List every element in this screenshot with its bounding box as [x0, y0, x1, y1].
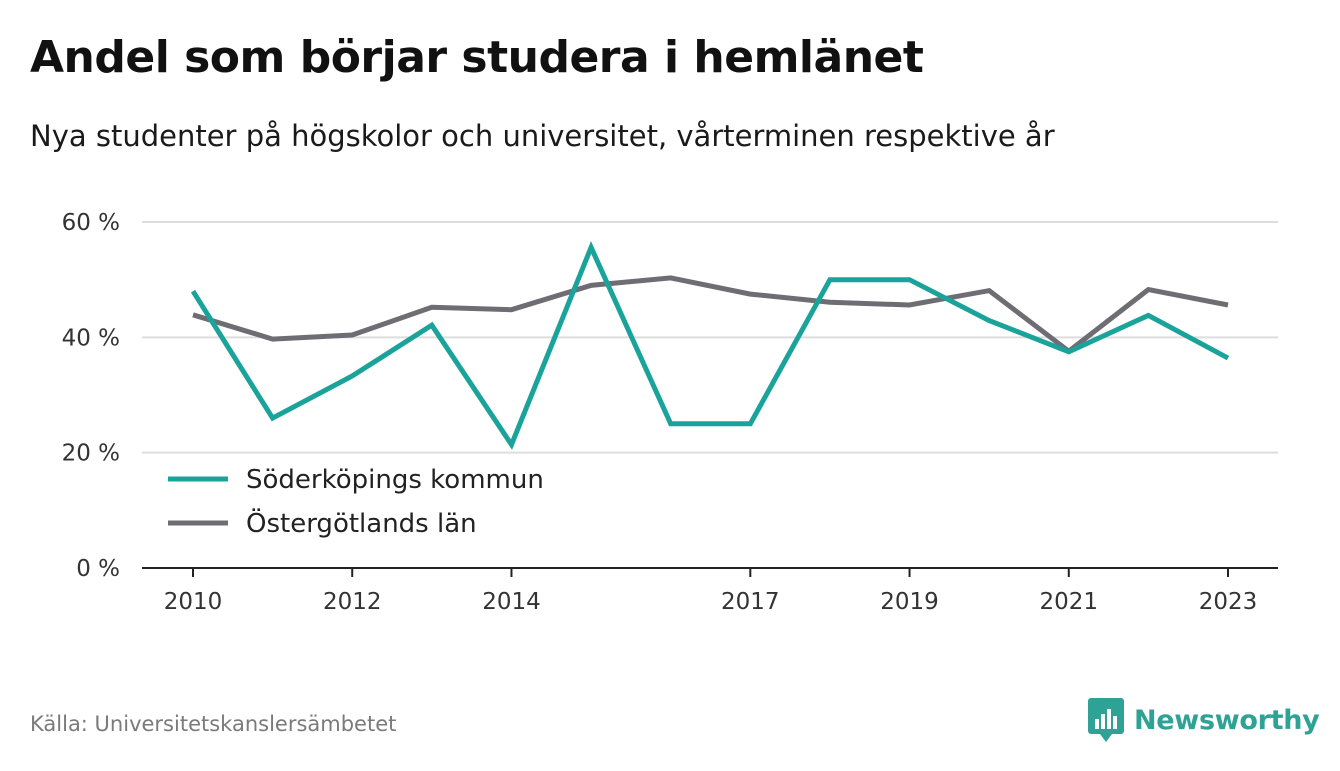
legend-label: Söderköpings kommun	[246, 465, 544, 495]
y-tick-label: 0 %	[76, 556, 120, 582]
series-lines	[190, 241, 1230, 450]
legend-label: Östergötlands län	[246, 507, 477, 539]
x-tick-label: 2014	[482, 589, 541, 615]
chart-subtitle: Nya studenter på högskolor och universit…	[30, 119, 1055, 153]
y-tick-label: 60 %	[62, 210, 120, 236]
series-line-1	[190, 241, 1230, 450]
x-axis-tick-labels: 2010 2012 2014 2017 2019 2021 2023	[164, 589, 1258, 615]
chart-title: Andel som börjar studera i hemlänet	[30, 32, 924, 83]
brand-logo: Newsworthy	[1088, 697, 1320, 743]
x-tick-label: 2023	[1199, 589, 1258, 615]
bar-chart-speech-bubble-icon	[1088, 698, 1124, 742]
brand-name: Newsworthy	[1134, 704, 1320, 736]
series-line-2	[192, 275, 1229, 355]
x-tick-label: 2010	[164, 589, 223, 615]
y-axis-tick-labels: 0 % 20 % 40 % 60 %	[62, 210, 120, 582]
source-note: Källa: Universitetskanslersämbetet	[30, 712, 397, 736]
legend: Söderköpings kommun Östergötlands län	[168, 465, 544, 539]
x-tick-label: 2021	[1039, 589, 1098, 615]
x-tick-label: 2012	[323, 589, 382, 615]
x-tick-label: 2019	[880, 589, 939, 615]
y-tick-label: 20 %	[62, 441, 120, 467]
x-tick-label: 2017	[721, 589, 780, 615]
y-tick-label: 40 %	[62, 325, 120, 351]
line-chart: 0 % 20 % 40 % 60 % 2010 2012 2014 2017 2019 2021…	[62, 210, 1278, 615]
x-axis	[142, 567, 1278, 577]
